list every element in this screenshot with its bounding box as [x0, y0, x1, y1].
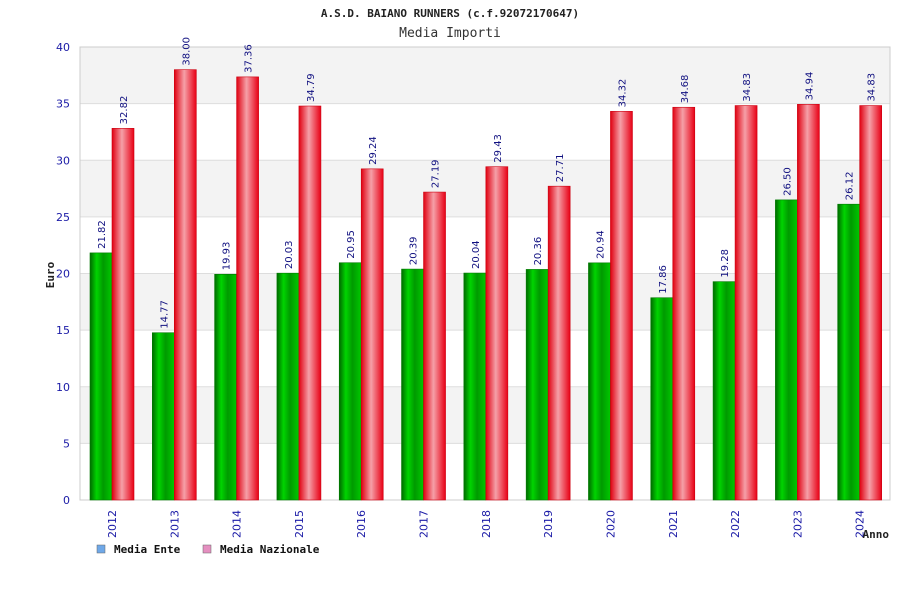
y-axis-label: Euro — [44, 261, 57, 288]
x-tick-label: 2023 — [791, 510, 804, 538]
bar-media-nazionale-2015 — [298, 105, 322, 501]
bar-media-ente-2014 — [214, 273, 237, 501]
grid-band — [80, 47, 890, 104]
data-label: 34.83 — [867, 73, 878, 102]
bars: 21.82 32.82 14.77 38.00 19.93 37.36 20.03 34.79… — [89, 37, 882, 501]
data-label: 27.71 — [555, 154, 566, 183]
x-tick-label: 2022 — [729, 510, 742, 538]
chart-title: A.S.D. BAIANO RUNNERS (c.f.92072170647) — [321, 7, 579, 20]
bar-media-ente-2017 — [401, 268, 424, 501]
data-label: 19.28 — [720, 249, 731, 278]
data-label: 20.36 — [533, 237, 544, 266]
chart-subtitle: Media Importi — [399, 26, 501, 41]
data-label: 29.24 — [368, 136, 379, 165]
bar-media-ente-2015 — [276, 272, 300, 501]
data-label: 27.19 — [431, 159, 442, 188]
x-tick-label: 2018 — [480, 510, 493, 538]
data-label: 37.36 — [244, 44, 255, 73]
grid-band — [80, 160, 890, 217]
legend-label: Media Ente — [114, 543, 181, 556]
data-label: 26.12 — [845, 172, 856, 201]
x-axis-label: Anno — [863, 528, 890, 541]
data-label: 21.82 — [97, 220, 108, 249]
data-label: 19.93 — [222, 242, 233, 271]
x-axis-ticks: 2012 2013 2014 2015 2016 2017 2018 2019 2020 2021… — [106, 510, 867, 538]
data-label: 26.50 — [782, 167, 793, 196]
bar-media-nazionale-2021 — [672, 106, 696, 501]
bar-media-ente-2023 — [775, 199, 798, 501]
x-tick-label: 2015 — [293, 510, 306, 538]
legend-swatch — [96, 544, 106, 554]
data-label: 32.82 — [119, 96, 130, 125]
y-tick-label: 40 — [56, 41, 70, 54]
legend: Media Ente Media Nazionale — [96, 543, 320, 556]
x-tick-label: 2017 — [418, 510, 431, 538]
data-label: 34.32 — [617, 79, 628, 108]
x-tick-label: 2019 — [542, 510, 555, 538]
y-tick-label: 10 — [56, 381, 70, 394]
y-tick-label: 0 — [63, 494, 70, 507]
x-tick-label: 2013 — [168, 510, 181, 538]
x-tick-label: 2014 — [231, 510, 244, 538]
data-label: 34.94 — [804, 72, 815, 101]
bar-media-nazionale-2014 — [236, 76, 259, 501]
x-tick-label: 2016 — [355, 510, 368, 538]
data-label: 20.95 — [346, 230, 357, 259]
data-label: 20.39 — [409, 236, 420, 265]
data-label: 34.68 — [680, 75, 691, 104]
bar-media-ente-2021 — [650, 297, 674, 501]
bar-media-ente-2012 — [89, 252, 113, 501]
y-tick-label: 15 — [56, 324, 70, 337]
data-label: 17.86 — [658, 265, 669, 294]
y-tick-label: 20 — [56, 268, 70, 281]
bar-media-ente-2019 — [525, 269, 549, 501]
x-tick-label: 2024 — [854, 510, 867, 538]
y-axis-ticks: 0 5 10 15 20 25 30 35 40 — [56, 41, 70, 507]
bar-media-nazionale-2020 — [610, 111, 633, 501]
x-tick-label: 2020 — [604, 510, 617, 538]
legend-label: Media Nazionale — [220, 543, 320, 556]
data-label: 34.83 — [742, 73, 753, 102]
y-tick-label: 35 — [56, 98, 70, 111]
y-tick-label: 5 — [63, 437, 70, 450]
bar-media-ente-2018 — [463, 272, 487, 501]
data-label: 20.03 — [284, 241, 295, 270]
bar-media-nazionale-2023 — [797, 104, 820, 501]
data-label: 29.43 — [493, 134, 504, 163]
bar-media-nazionale-2012 — [111, 128, 135, 501]
x-tick-label: 2021 — [667, 510, 680, 538]
y-tick-label: 30 — [56, 154, 70, 167]
bar-media-nazionale-2016 — [360, 168, 384, 501]
bar-media-nazionale-2017 — [423, 191, 446, 501]
data-label: 14.77 — [159, 300, 170, 329]
bar-media-nazionale-2019 — [547, 185, 571, 501]
data-label: 34.79 — [306, 73, 317, 102]
bar-media-nazionale-2013 — [174, 69, 197, 501]
data-label: 20.04 — [471, 240, 482, 269]
y-tick-label: 25 — [56, 211, 70, 224]
bar-media-ente-2024 — [837, 203, 860, 501]
data-label: 20.94 — [595, 230, 606, 259]
bar-media-ente-2022 — [712, 281, 736, 501]
bar-media-nazionale-2022 — [734, 105, 758, 501]
data-label: 38.00 — [181, 37, 192, 66]
bar-media-ente-2016 — [338, 262, 362, 501]
bar-media-ente-2020 — [588, 262, 611, 501]
bar-media-nazionale-2018 — [485, 166, 509, 501]
legend-swatch — [202, 544, 212, 554]
bar-media-nazionale-2024 — [859, 105, 882, 501]
x-tick-label: 2012 — [106, 510, 119, 538]
bar-media-ente-2013 — [152, 332, 175, 501]
